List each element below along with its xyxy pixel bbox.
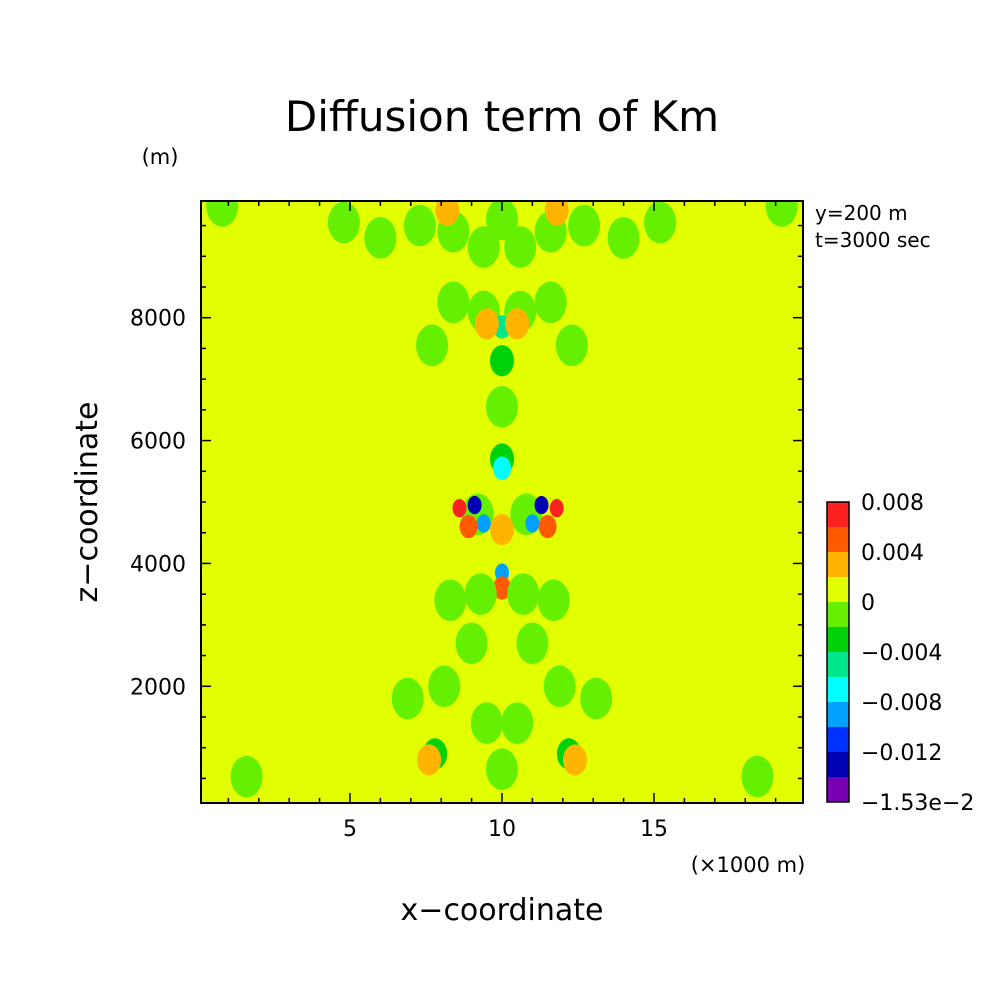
contour-blob <box>474 308 499 340</box>
colorbar-swatch <box>827 602 849 627</box>
colorbar-swatch <box>827 577 849 602</box>
contour-blob <box>505 308 530 340</box>
y-axis-unit: (m) <box>142 145 179 169</box>
contour-blob <box>437 281 470 324</box>
y-axis-label: z−coordinate <box>70 402 105 603</box>
chart-title: Diffusion term of Km <box>285 92 719 141</box>
contour-blob <box>544 201 569 226</box>
colorbar-swatch <box>827 777 849 802</box>
contour-blob <box>230 755 263 798</box>
colorbar-frame <box>826 501 850 803</box>
colorbar-label: 0.008 <box>861 491 924 516</box>
contour-blob <box>486 385 518 428</box>
contour-blob <box>607 217 640 259</box>
contour-features <box>206 201 798 798</box>
contour-blob <box>417 744 442 776</box>
contour-blob <box>495 563 509 582</box>
x-tick-label: 10 <box>488 817 516 842</box>
contour-blob <box>537 579 570 622</box>
contour-blob <box>455 622 488 665</box>
annotation-time: t=3000 sec <box>815 228 931 252</box>
contour-blob <box>476 514 491 533</box>
contour-blob <box>403 204 436 247</box>
contour-blob <box>486 748 518 791</box>
contour-blob <box>416 324 449 367</box>
contour-blob <box>516 622 549 665</box>
colorbar-swatch <box>827 727 849 752</box>
contour-blob <box>490 514 514 546</box>
annotation-y-position: y=200 m <box>815 201 908 225</box>
contour-blob <box>435 201 460 226</box>
contour-blob <box>452 499 467 518</box>
colorbar-swatch <box>827 527 849 552</box>
plot-background <box>201 201 803 803</box>
colorbar-swatch <box>827 627 849 652</box>
contour-blob <box>464 573 497 615</box>
contour-blob <box>493 576 511 600</box>
contour-blob <box>580 677 613 720</box>
axis-ticks: 5 10 15 2000 4000 6000 8000 <box>130 201 803 842</box>
colorbar-label: −1.53e−2 <box>861 791 974 816</box>
y-tick-label: 2000 <box>130 675 186 700</box>
contour-blob <box>467 226 500 268</box>
contour-blob <box>434 579 467 622</box>
contour-blob <box>543 665 576 708</box>
contour-blob <box>459 514 478 539</box>
colorbar-label: −0.004 <box>861 641 942 666</box>
contour-blob <box>555 324 588 367</box>
contour-blob <box>428 665 461 708</box>
y-tick-label: 4000 <box>130 552 186 577</box>
contour-blob <box>549 499 564 518</box>
x-axis-label: x−coordinate <box>401 893 604 928</box>
contour-blob <box>493 456 511 480</box>
colorbar-swatch <box>827 502 849 527</box>
contour-blob <box>644 201 677 244</box>
contour-blob <box>501 702 534 744</box>
contour-blob <box>391 677 424 720</box>
contour-blob <box>206 201 239 227</box>
contour-blob <box>741 755 774 798</box>
colorbar: 0.008 0.004 0 −0.004 −0.008 −0.012 −1.53e−2 <box>826 491 974 816</box>
colorbar-swatch <box>827 702 849 727</box>
y-tick-label: 6000 <box>130 430 186 455</box>
contour-blob <box>504 226 537 268</box>
x-axis-unit: (×1000 m) <box>691 853 806 877</box>
contour-blob <box>470 702 503 744</box>
contour-blob <box>562 744 587 776</box>
colorbar-swatch <box>827 752 849 777</box>
contour-blob <box>765 201 798 227</box>
contour-blob <box>467 495 482 515</box>
colorbar-label: −0.012 <box>861 741 942 766</box>
contour-blob <box>327 201 360 244</box>
contour-blob <box>568 204 601 247</box>
colorbar-swatch <box>827 677 849 702</box>
contour-blob <box>525 514 540 533</box>
contour-blob <box>364 217 397 259</box>
colorbar-swatch <box>827 552 849 577</box>
x-tick-label: 15 <box>640 817 668 842</box>
contour-blob <box>507 573 540 615</box>
contour-blob <box>534 281 567 324</box>
plot-area <box>200 200 804 804</box>
contour-blob <box>486 201 518 241</box>
colorbar-label: 0 <box>861 591 875 616</box>
contour-blob <box>538 514 557 539</box>
colorbar-swatch <box>827 652 849 677</box>
x-tick-label: 5 <box>343 817 357 842</box>
y-tick-label: 8000 <box>130 307 186 332</box>
contour-blob <box>534 495 549 515</box>
colorbar-label: −0.008 <box>861 691 942 716</box>
colorbar-label: 0.004 <box>861 541 924 566</box>
contour-blob <box>490 345 514 377</box>
